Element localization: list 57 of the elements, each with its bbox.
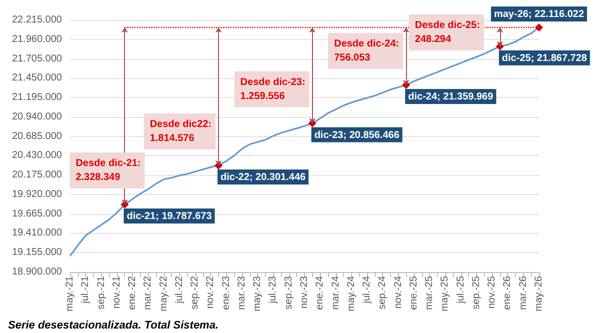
x-tick-label: jul.-22 — [174, 276, 185, 304]
x-tick-label: ene.-22 — [127, 276, 138, 310]
x-tick-label: sep.-21 — [96, 276, 107, 310]
x-tick-label: sep.-22 — [190, 276, 201, 310]
y-tick-label: 20.685.000 — [12, 130, 62, 142]
x-tick-label: mar.-22 — [142, 276, 154, 310]
y-tick-label: 19.920.000 — [12, 188, 62, 200]
x-tick-label: jul.-21 — [80, 276, 92, 304]
y-tick-label: 22.215.000 — [12, 14, 62, 26]
x-tick-label: may.-23 — [252, 276, 264, 312]
x-tick-label: nov.-23 — [299, 276, 310, 309]
x-tick-label: may.-22 — [158, 276, 170, 312]
y-tick-label: 21.705.000 — [12, 53, 62, 64]
x-tick-label: jul.-25 — [455, 276, 466, 304]
y-tick-label: 21.960.000 — [12, 34, 62, 45]
x-tick-label: nov.-22 — [205, 276, 216, 309]
annotation: Desde dic-23: 1.259.556 — [240, 76, 306, 102]
annotation: Desde dic-25: 248.294 — [414, 20, 480, 45]
x-tick-label: ene.-24 — [314, 276, 326, 310]
x-tick-label: may.-25 — [440, 276, 451, 312]
y-tick-label: 19.155.000 — [12, 247, 62, 258]
data-label: may-26; 22.116.022 — [494, 9, 584, 20]
x-tick-label: nov.-25 — [486, 276, 498, 309]
x-tick-label: mar.-23 — [236, 276, 248, 310]
data-label: dic-21; 19.787.673 — [126, 211, 212, 222]
y-tick-label: 21.195.000 — [12, 92, 62, 104]
x-tick-label: ene.-26 — [502, 276, 514, 310]
x-tick-label: jul.-23 — [268, 276, 279, 304]
x-tick-label: may.-24 — [346, 276, 357, 312]
x-tick-label: mar.-26 — [518, 276, 529, 310]
x-tick-label: jul.-24 — [362, 276, 373, 304]
y-tick-label: 19.665.000 — [12, 208, 62, 220]
y-tick-label: 20.940.000 — [12, 111, 62, 122]
y-tick-label: 18.900.000 — [12, 266, 62, 278]
x-tick-label: may.-26 — [534, 276, 544, 312]
x-tick-label: ene.-25 — [408, 276, 420, 310]
x-tick-label: nov.-24 — [392, 276, 404, 309]
text: Serie desestacionalizada. Total Sistema. — [8, 320, 219, 332]
data-label: dic-23; 20.856.466 — [314, 130, 400, 141]
annotation: Desde dic22: 1.814.576 — [150, 118, 212, 144]
y-tick-label: 21.450.000 — [12, 72, 62, 84]
x-tick-label: sep.-25 — [470, 276, 482, 310]
x-tick-label: may.-21 — [64, 276, 76, 312]
x-tick-label: ene.-23 — [220, 276, 232, 310]
y-tick-label: 19.410.000 — [12, 228, 62, 239]
x-tick-label: sep.-24 — [377, 276, 388, 310]
x-tick-label: mar.-25 — [424, 276, 436, 310]
annotation: Desde dic-21: 2.328.349 — [76, 158, 141, 184]
x-tick-label: mar.-24 — [330, 276, 342, 310]
x-tick-label: sep.-23 — [283, 276, 294, 310]
data-label: dic-25; 21.867.728 — [502, 52, 588, 64]
data-label: dic-22; 20.301.446 — [220, 172, 306, 183]
y-tick-label: 20.175.000 — [12, 170, 62, 181]
y-tick-label: 20.430.000 — [12, 150, 62, 162]
data-label: dic-24; 21.359.969 — [408, 92, 494, 102]
annotation: Desde dic-24: 756.053 — [334, 38, 400, 64]
x-tick-label: nov.-21 — [111, 276, 122, 309]
